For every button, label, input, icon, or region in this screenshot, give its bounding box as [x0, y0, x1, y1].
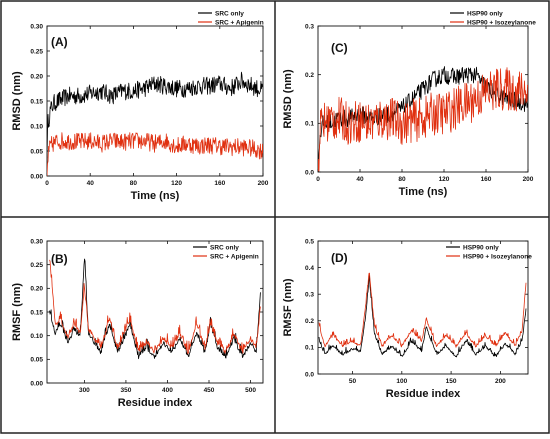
y-tick-label: 0.3	[305, 292, 314, 299]
legend-label: SRC + Apigenin	[215, 19, 264, 26]
y-tick-label: 0.4	[305, 265, 314, 272]
plot-area-frame	[317, 240, 529, 375]
x-axis-label: Residue index	[118, 397, 193, 409]
x-tick-label: 200	[258, 180, 269, 187]
y-tick-label: 0.1	[305, 345, 314, 352]
y-tick-label: 0.05	[30, 357, 43, 364]
x-tick-label: 80	[398, 176, 406, 183]
series-line	[318, 272, 527, 348]
panel-label: (B)	[51, 252, 68, 266]
x-axis-label: Time (ns)	[131, 190, 180, 202]
series-line	[47, 132, 263, 176]
y-tick-label: 0.30	[30, 238, 43, 245]
y-axis-label: RMSF (nm)	[282, 278, 294, 336]
legend-label: HSP90 only	[463, 244, 499, 251]
y-tick-label: 0.3	[305, 23, 314, 30]
x-tick-label: 0	[316, 176, 320, 183]
x-tick-label: 40	[87, 180, 95, 187]
y-axis-label: RMSD (nm)	[11, 71, 23, 131]
y-tick-label: 0.00	[30, 173, 43, 180]
y-tick-label: 0.30	[30, 23, 43, 30]
x-tick-label: 350	[120, 387, 131, 394]
y-tick-label: 0.20	[30, 73, 43, 80]
x-tick-label: 80	[130, 180, 138, 187]
plot-area-frame	[317, 25, 529, 173]
legend-label: SRC only	[210, 244, 239, 251]
legend-label: HSP90 only	[467, 10, 503, 17]
y-tick-label: 0.25	[30, 48, 43, 55]
x-tick-label: 120	[439, 176, 450, 183]
y-tick-label: 0.15	[30, 309, 43, 316]
x-axis-label: Time (ns)	[399, 186, 448, 198]
series-line	[49, 258, 261, 360]
chart-panel: 0.00 0.05 0.10 0.15 0.20 0.25 0.30 300 350 400 450…	[11, 238, 264, 409]
x-tick-label: 100	[396, 378, 407, 385]
x-tick-label: 50	[349, 378, 357, 385]
x-tick-label: 160	[214, 180, 225, 187]
x-tick-label: 150	[446, 378, 457, 385]
legend-label: SRC only	[215, 10, 244, 17]
y-tick-label: 0.05	[30, 148, 43, 155]
y-tick-label: 0.15	[30, 98, 43, 105]
x-tick-label: 0	[45, 180, 49, 187]
y-tick-label: 0.2	[305, 318, 314, 325]
series-line	[47, 71, 263, 159]
chart-panel: 0.00 0.05 0.10 0.15 0.20 0.25 0.30 0 40 80 120 160 2…	[11, 10, 269, 202]
x-tick-label: 400	[162, 387, 173, 394]
legend-label: HSP90 + Isozeylanone	[467, 19, 536, 26]
y-tick-label: 0.20	[30, 286, 43, 293]
x-tick-label: 160	[481, 176, 492, 183]
y-axis-label: RMSF (nm)	[11, 283, 23, 341]
x-tick-label: 450	[204, 387, 215, 394]
chart-panel: 0.0 0.1 0.2 0.3 0.4 0.5 50 100 150 200 Residue ind…	[282, 238, 532, 400]
y-tick-label: 0.5	[305, 238, 314, 245]
x-axis-label: Residue index	[386, 388, 461, 400]
y-tick-label: 0.0	[305, 371, 314, 378]
y-tick-label: 0.2	[305, 72, 314, 79]
y-tick-label: 0.10	[30, 333, 43, 340]
y-tick-label: 0.0	[305, 169, 314, 176]
y-tick-label: 0.10	[30, 123, 43, 130]
x-tick-label: 200	[495, 378, 506, 385]
x-tick-label: 40	[356, 176, 364, 183]
y-tick-label: 0.1	[305, 121, 314, 128]
x-tick-label: 300	[79, 387, 90, 394]
x-tick-label: 500	[245, 387, 256, 394]
legend-label: HSP90 + Isozeylanone	[463, 253, 532, 260]
panel-label: (C)	[331, 41, 348, 55]
legend-label: SRC + Apigenin	[210, 253, 259, 260]
series-line	[49, 259, 261, 355]
x-tick-label: 120	[171, 180, 182, 187]
y-tick-label: 0.25	[30, 262, 43, 269]
y-axis-label: RMSD (nm)	[282, 69, 294, 129]
panel-label: (D)	[331, 251, 348, 265]
y-tick-label: 0.00	[30, 380, 43, 387]
series-line	[318, 274, 527, 358]
series-line	[318, 67, 528, 172]
chart-panel: 0.0 0.1 0.2 0.3 0 40 80 120 160 200 Time (ns) RMSD …	[282, 10, 536, 198]
x-tick-label: 200	[523, 176, 534, 183]
panel-label: (A)	[51, 35, 68, 49]
